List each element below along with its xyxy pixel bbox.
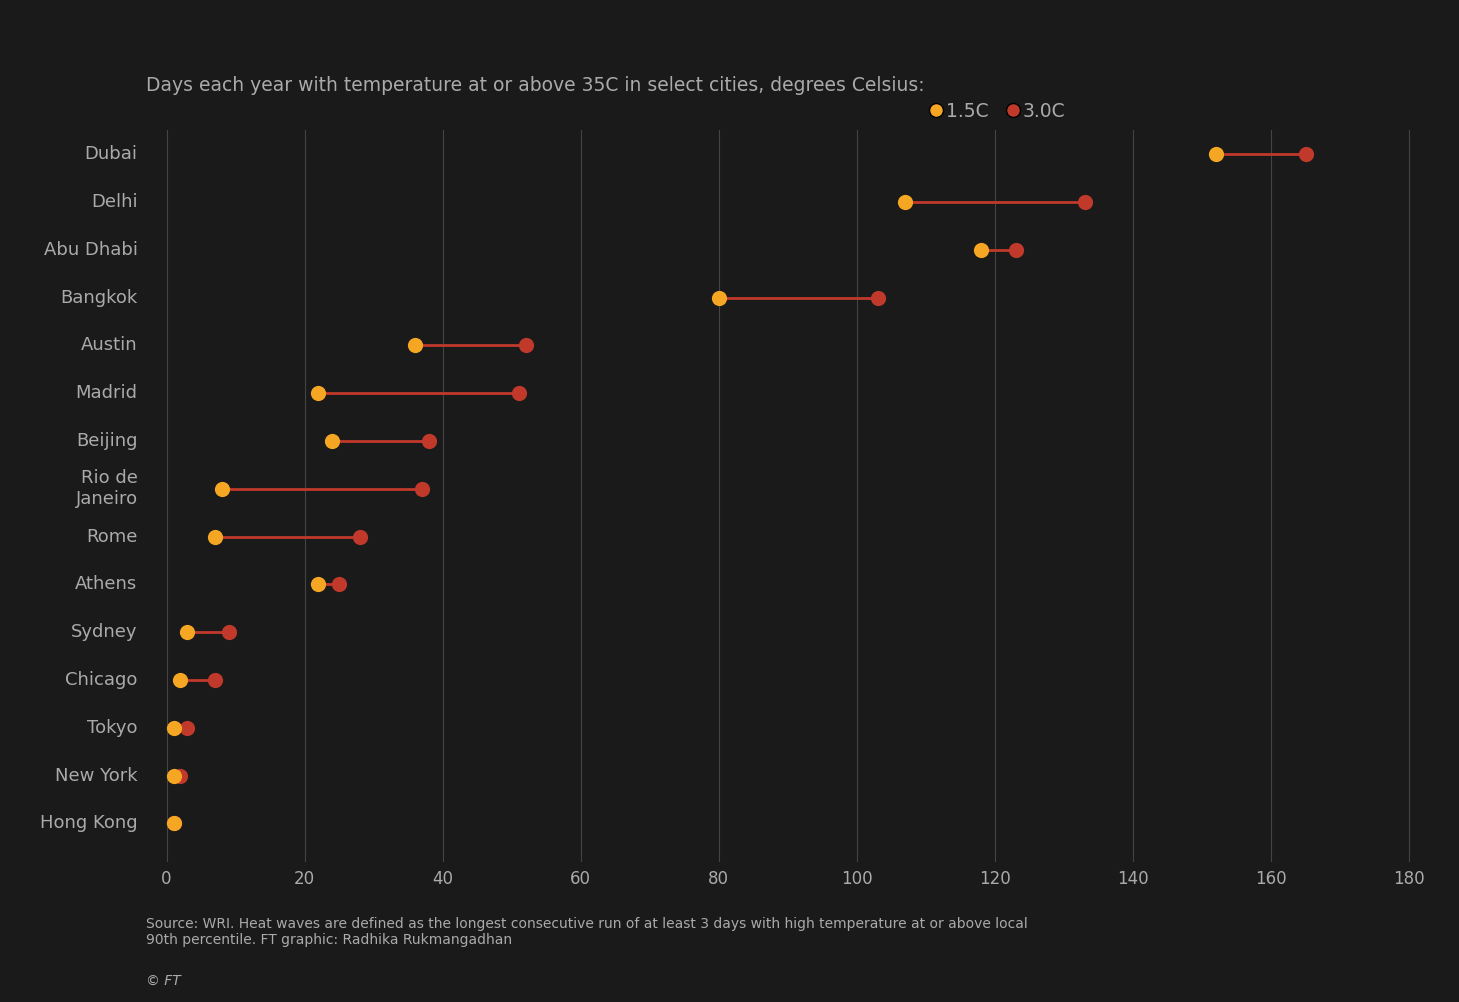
Text: Days each year with temperature at or above 35C in select cities, degrees Celsiu: Days each year with temperature at or ab… <box>146 76 925 95</box>
Point <box>203 672 226 688</box>
Point <box>404 338 427 354</box>
Point <box>169 768 193 784</box>
Point <box>514 338 537 354</box>
Point <box>708 290 731 306</box>
Point <box>306 576 330 592</box>
Point <box>327 576 350 592</box>
Point <box>217 624 241 640</box>
Point <box>969 241 992 258</box>
Point <box>893 194 916 210</box>
Point <box>1204 146 1227 162</box>
Point <box>162 768 185 784</box>
Point <box>169 672 193 688</box>
Point <box>1004 241 1027 258</box>
Point <box>210 481 233 497</box>
Text: Source: WRI. Heat waves are defined as the longest consecutive run of at least 3: Source: WRI. Heat waves are defined as t… <box>146 917 1027 947</box>
Point <box>162 816 185 832</box>
Point <box>162 719 185 735</box>
Point <box>867 290 890 306</box>
Point <box>417 433 441 449</box>
Point <box>1294 146 1317 162</box>
Point <box>203 529 226 545</box>
Point <box>506 385 530 401</box>
Point <box>321 433 344 449</box>
Point <box>1072 194 1096 210</box>
Legend: 1.5C, 3.0C: 1.5C, 3.0C <box>931 101 1065 120</box>
Point <box>175 624 198 640</box>
Point <box>349 529 372 545</box>
Text: © FT: © FT <box>146 974 181 988</box>
Point <box>306 385 330 401</box>
Point <box>175 719 198 735</box>
Point <box>410 481 433 497</box>
Point <box>162 816 185 832</box>
